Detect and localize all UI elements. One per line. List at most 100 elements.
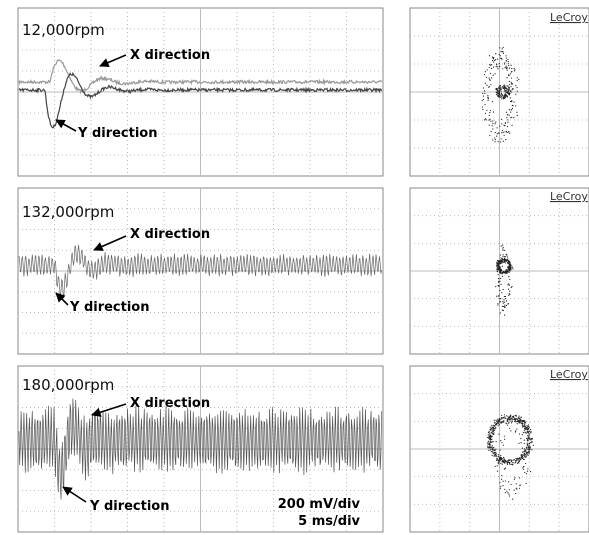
orbit-dot — [503, 289, 504, 290]
orbit-dot — [504, 305, 505, 306]
orbit-dot — [504, 315, 505, 316]
orbit-dot — [509, 419, 510, 420]
orbit-dot — [500, 486, 501, 487]
orbit-dot — [524, 443, 525, 444]
orbit-dot — [511, 65, 512, 66]
orbit-dot — [504, 306, 505, 307]
orbit-dot — [492, 441, 493, 442]
orbit-dot — [489, 64, 490, 65]
orbit-dot — [497, 68, 498, 69]
orbit-dot — [488, 100, 489, 101]
orbit-dot — [490, 80, 491, 81]
orbit-dot — [503, 254, 504, 255]
orbit-dot — [515, 415, 516, 416]
orbit-dot — [492, 445, 493, 446]
orbit-dot — [506, 57, 507, 58]
orbit-dot — [511, 68, 512, 69]
orbit-dot — [521, 454, 522, 455]
orbit-dot — [496, 66, 497, 67]
orbit-dot — [500, 141, 501, 142]
orbit-dot — [503, 458, 504, 459]
orbit-dot — [512, 105, 513, 106]
orbit-dot — [520, 458, 521, 459]
orbit-dot — [516, 483, 517, 484]
orbit-dot — [508, 65, 509, 66]
orbit-dot — [499, 290, 500, 291]
orbit-dot — [489, 55, 490, 56]
orbit-dot — [505, 273, 506, 274]
orbit-dot — [482, 106, 483, 107]
orbit-dot — [503, 417, 504, 418]
orbit-dot — [498, 278, 499, 279]
orbit-dot — [526, 483, 527, 484]
orbit-dot — [509, 459, 510, 460]
orbit-dot — [522, 426, 523, 427]
orbit-dot — [488, 450, 489, 451]
orbit-dot — [497, 471, 498, 472]
orbit-dot — [491, 428, 492, 429]
orbit-dot — [509, 291, 510, 292]
orbit-dot — [482, 93, 483, 94]
orbit-dot — [504, 468, 505, 469]
orbit-dot — [511, 82, 512, 83]
x-label: X direction — [130, 227, 210, 242]
orbit-dot — [517, 423, 518, 424]
orbit-dot — [511, 460, 512, 461]
orbit-dot — [496, 127, 497, 128]
orbit-dot — [500, 298, 501, 299]
orbit-dot — [526, 456, 527, 457]
orbit-dot — [509, 109, 510, 110]
orbit-dot — [498, 456, 499, 457]
orbit-dot — [500, 312, 501, 313]
orbit-dot — [495, 466, 496, 467]
x-label: X direction — [130, 396, 210, 411]
orbit-dot — [509, 464, 510, 465]
orbit-dot — [504, 436, 505, 437]
orbit-dot — [511, 422, 512, 423]
orbit-dot — [520, 442, 521, 443]
orbit-dot — [514, 420, 515, 421]
orbit-dot — [511, 484, 512, 485]
orbit-dot — [499, 86, 500, 87]
orbit-dot — [494, 141, 495, 142]
orbit-dot — [508, 87, 509, 88]
orbit-dot — [531, 442, 532, 443]
orbit-dot — [518, 458, 519, 459]
orbit-dot — [508, 74, 509, 75]
orbit-dot — [529, 431, 530, 432]
orbit-dot — [505, 256, 506, 257]
orbit-dot — [500, 455, 501, 456]
orbit-dot — [509, 81, 510, 82]
orbit-dot — [507, 461, 508, 462]
orbit-dot — [501, 475, 502, 476]
orbit-dot — [498, 285, 499, 286]
speed-label: 180,000rpm — [22, 376, 114, 394]
orbit-dot — [511, 109, 512, 110]
orbit-dot — [505, 272, 506, 273]
orbit-dot — [505, 87, 506, 88]
orbit-dot — [498, 434, 499, 435]
orbit-dot — [509, 428, 510, 429]
orbit-dot — [520, 459, 521, 460]
orbit-dot — [511, 71, 512, 72]
orbit-dot — [524, 428, 525, 429]
orbit-dot — [501, 269, 502, 270]
orbit-dot — [524, 430, 525, 431]
orbit-dot — [505, 492, 506, 493]
orbit-dot — [486, 110, 487, 111]
orbit-dot — [493, 111, 494, 112]
orbit-dot — [504, 296, 505, 297]
orbit-dot — [506, 490, 507, 491]
orbit-dot — [525, 454, 526, 455]
orbit-dot — [502, 460, 503, 461]
orbit-dot — [499, 424, 500, 425]
orbit-dot — [494, 454, 495, 455]
orbit-dot — [511, 464, 512, 465]
orbit-dot — [516, 428, 517, 429]
orbit-dot — [526, 455, 527, 456]
orbit-dot — [504, 95, 505, 96]
orbit-dot — [506, 415, 507, 416]
orbit-dot — [498, 93, 499, 94]
orbit-dot — [497, 88, 498, 89]
orbit-dot — [508, 91, 509, 92]
